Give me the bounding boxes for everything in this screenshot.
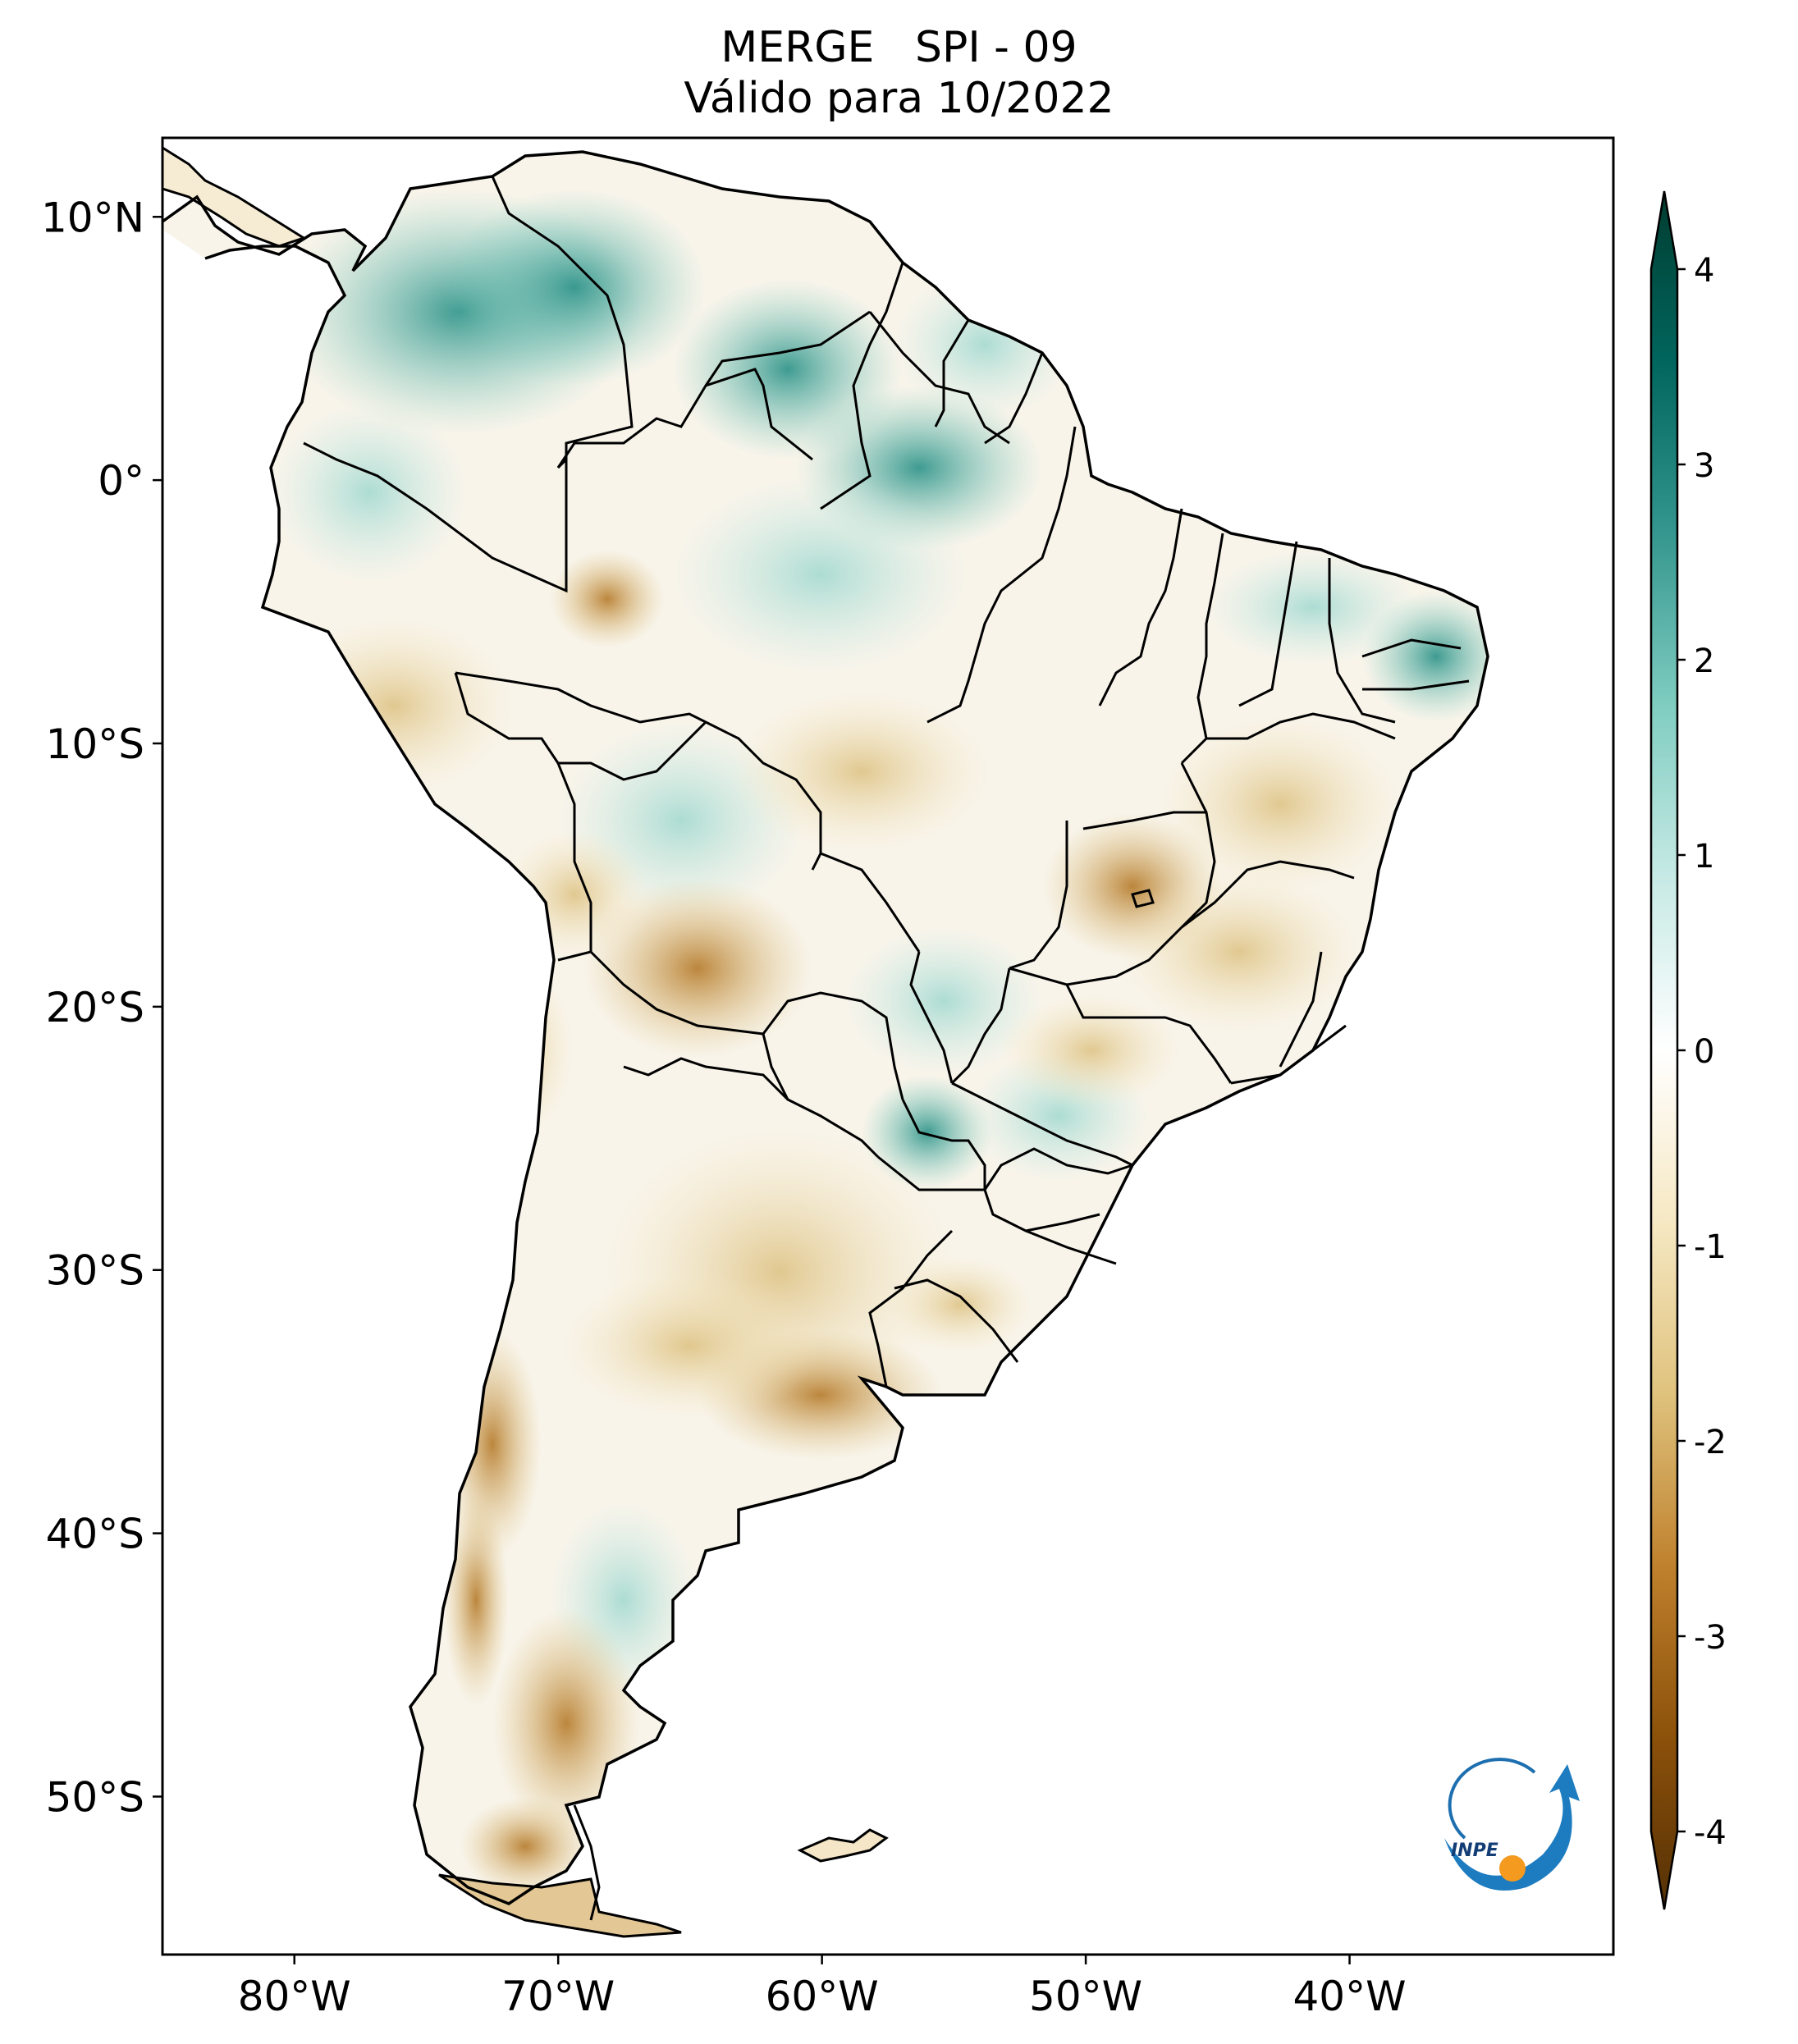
lon-tick-label: 50°W — [1029, 1973, 1142, 2020]
colorbar-tick-label: 4 — [1694, 252, 1714, 290]
inpe-logo-text: INPE — [1451, 1841, 1498, 1861]
lat-tick-label: 10°S — [46, 720, 144, 768]
falkland-islands — [797, 1828, 889, 1863]
colorbar-tick-label: 2 — [1694, 642, 1714, 680]
colorbar-tick-label: 0 — [1694, 1033, 1714, 1071]
lat-tick-label: 0° — [98, 457, 144, 505]
colorbar-tick-label: -2 — [1694, 1424, 1727, 1461]
lat-tick-label: 30°S — [46, 1247, 144, 1295]
political-borders — [303, 176, 1470, 1921]
colorbar-tick-label: 1 — [1694, 838, 1714, 876]
colorbar: 4 3 2 1 0 -1 -2 -3 -4 — [1649, 190, 1727, 1910]
inpe-logo-sun — [1499, 1855, 1526, 1882]
inpe-logo: INPE — [1444, 1758, 1580, 1891]
colorbar-body — [1649, 190, 1679, 1910]
lon-tick-label: 80°W — [238, 1973, 351, 2020]
latitude-axis: 10°N 0° 10°S 20°S 30°S 40°S 50°S — [41, 194, 162, 1821]
lat-tick-label: 10°N — [41, 194, 144, 241]
lon-tick-label: 70°W — [501, 1973, 615, 2020]
inpe-logo-circle — [1448, 1758, 1536, 1840]
map-title: MERGE SPI - 09 — [721, 23, 1077, 72]
map-subtitle: Válido para 10/2022 — [684, 74, 1114, 123]
spi-field — [271, 189, 1488, 1895]
colorbar-tick-label: -3 — [1694, 1619, 1727, 1657]
lat-tick-label: 20°S — [46, 984, 144, 1031]
continent-coastline — [162, 150, 1489, 1905]
central-america-land — [162, 146, 307, 248]
lat-tick-label: 40°S — [46, 1511, 144, 1558]
lon-tick-label: 60°W — [766, 1973, 879, 2020]
colorbar-tick-label: -1 — [1694, 1228, 1727, 1266]
inpe-logo-swoosh — [1444, 1764, 1580, 1891]
lat-tick-label: 50°S — [46, 1773, 144, 1821]
colorbar-ticks: 4 3 2 1 0 -1 -2 -3 -4 — [1677, 252, 1727, 1852]
colorbar-tick-label: -4 — [1694, 1814, 1727, 1852]
colorbar-tick-label: 3 — [1694, 447, 1714, 485]
map-area — [162, 146, 1489, 1938]
longitude-axis: 80°W 70°W 60°W 50°W 40°W — [238, 1955, 1407, 2020]
map-frame — [161, 136, 1615, 1956]
lon-tick-label: 40°W — [1293, 1973, 1407, 2020]
